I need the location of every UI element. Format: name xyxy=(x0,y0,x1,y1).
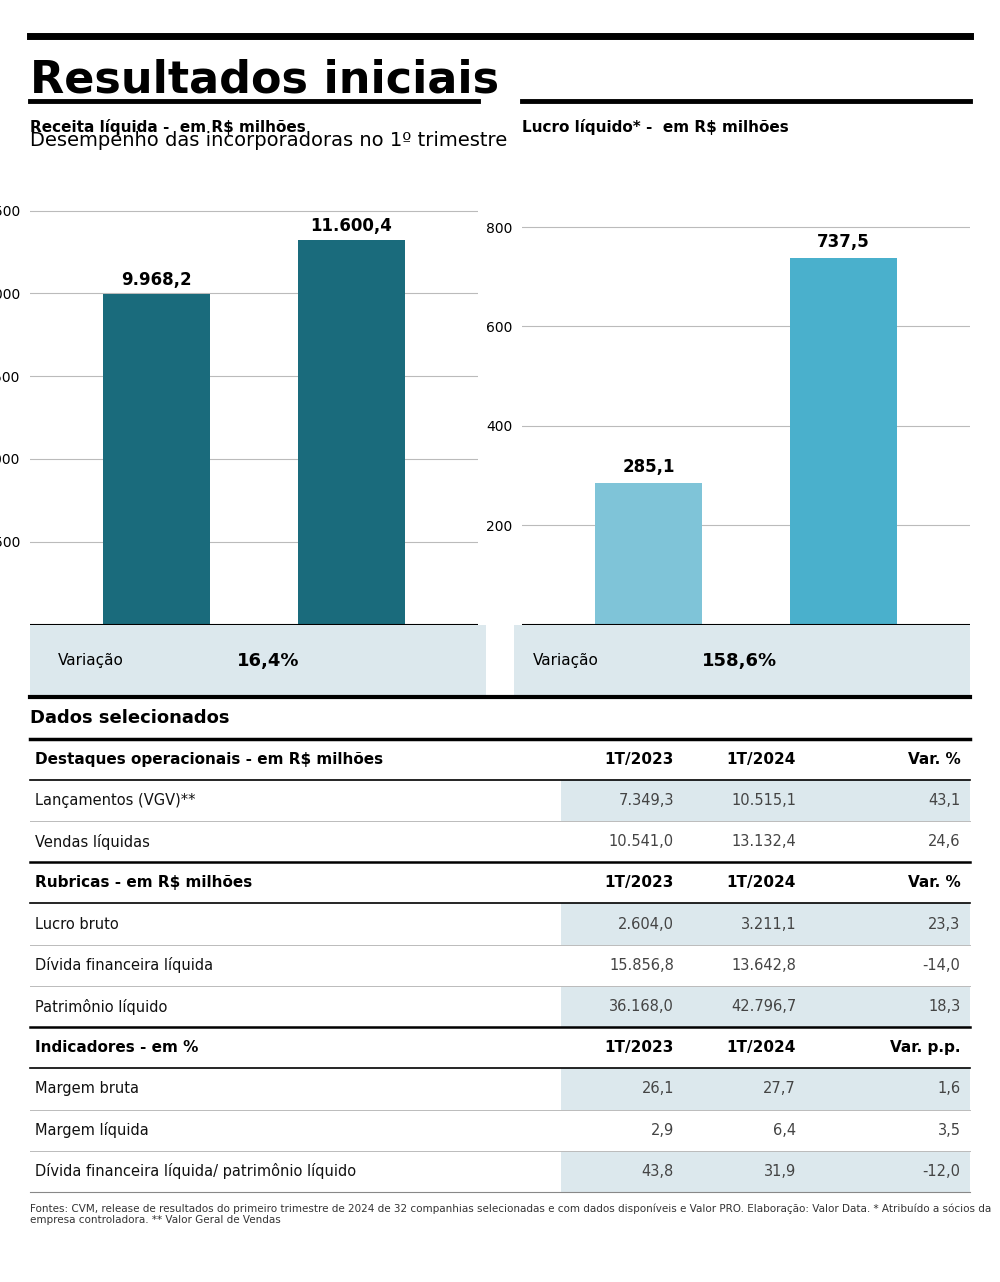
Text: 27,7: 27,7 xyxy=(763,1082,796,1096)
Text: Indicadores - em %: Indicadores - em % xyxy=(35,1040,198,1055)
Bar xyxy=(595,483,702,624)
Text: 2,9: 2,9 xyxy=(651,1123,674,1137)
Bar xyxy=(561,1151,970,1192)
Text: 24,6: 24,6 xyxy=(928,835,961,849)
Bar xyxy=(561,945,970,986)
Text: 3,5: 3,5 xyxy=(938,1123,961,1137)
Bar xyxy=(514,624,970,697)
Text: -12,0: -12,0 xyxy=(923,1164,961,1179)
Text: 1T/2024: 1T/2024 xyxy=(727,1040,796,1055)
Text: 11.600,4: 11.600,4 xyxy=(310,218,392,236)
Text: -14,0: -14,0 xyxy=(923,958,961,973)
Text: Receita líquida -  em R$ milhões: Receita líquida - em R$ milhões xyxy=(30,119,306,136)
Bar xyxy=(30,624,486,697)
Text: Margem bruta: Margem bruta xyxy=(35,1082,139,1096)
Text: 1T/2024: 1T/2024 xyxy=(727,876,796,890)
Text: Desempenho das incorporadoras no 1º trimestre: Desempenho das incorporadoras no 1º trim… xyxy=(30,131,507,150)
Text: Destaques operacionais - em R$ milhões: Destaques operacionais - em R$ milhões xyxy=(35,751,383,767)
Text: 13.132,4: 13.132,4 xyxy=(731,835,796,849)
Text: 42.796,7: 42.796,7 xyxy=(731,999,796,1014)
Text: 6,4: 6,4 xyxy=(773,1123,796,1137)
Text: Resultados iniciais: Resultados iniciais xyxy=(30,58,499,101)
Text: 10.541,0: 10.541,0 xyxy=(609,835,674,849)
Text: 1T/2023: 1T/2023 xyxy=(605,876,674,890)
Text: 43,8: 43,8 xyxy=(642,1164,674,1179)
Text: Lançamentos (VGV)**: Lançamentos (VGV)** xyxy=(35,792,195,808)
Bar xyxy=(298,240,405,624)
Text: Dívida financeira líquida: Dívida financeira líquida xyxy=(35,958,213,973)
Bar xyxy=(103,295,210,624)
Text: Fontes: CVM, release de resultados do primeiro trimestre de 2024 de 32 companhia: Fontes: CVM, release de resultados do pr… xyxy=(30,1204,991,1226)
Text: Var. %: Var. % xyxy=(908,876,961,890)
Text: 3.211,1: 3.211,1 xyxy=(740,917,796,932)
Bar xyxy=(561,986,970,1027)
Text: 1T/2023: 1T/2023 xyxy=(605,751,674,767)
Text: 18,3: 18,3 xyxy=(928,999,961,1014)
Text: 13.642,8: 13.642,8 xyxy=(731,958,796,973)
Text: 43,1: 43,1 xyxy=(928,792,961,808)
Text: Var. p.p.: Var. p.p. xyxy=(890,1040,961,1055)
Bar xyxy=(561,904,970,945)
Text: 9.968,2: 9.968,2 xyxy=(121,272,192,290)
Text: 737,5: 737,5 xyxy=(817,233,870,251)
Text: 1,6: 1,6 xyxy=(937,1082,961,1096)
Text: Lucro líquido* -  em R$ milhões: Lucro líquido* - em R$ milhões xyxy=(522,119,789,136)
Text: Variação: Variação xyxy=(533,654,599,668)
Bar xyxy=(790,258,897,624)
Text: 23,3: 23,3 xyxy=(928,917,961,932)
Bar xyxy=(561,1068,970,1110)
Text: Margem líquida: Margem líquida xyxy=(35,1122,148,1138)
Text: Var. %: Var. % xyxy=(908,751,961,767)
Text: Rubricas - em R$ milhões: Rubricas - em R$ milhões xyxy=(35,876,252,890)
Text: Patrimônio líquido: Patrimônio líquido xyxy=(35,999,167,1014)
Text: Dívida financeira líquida/ patrimônio líquido: Dívida financeira líquida/ patrimônio lí… xyxy=(35,1164,356,1179)
Text: 31,9: 31,9 xyxy=(764,1164,796,1179)
Text: 1T/2024: 1T/2024 xyxy=(727,751,796,767)
Text: Variação: Variação xyxy=(58,654,124,668)
Bar xyxy=(561,820,970,863)
Text: 15.856,8: 15.856,8 xyxy=(609,958,674,973)
Text: 7.349,3: 7.349,3 xyxy=(618,792,674,808)
Text: 285,1: 285,1 xyxy=(623,458,675,476)
Text: 158,6%: 158,6% xyxy=(702,653,777,670)
Text: Vendas líquidas: Vendas líquidas xyxy=(35,833,150,850)
Text: 10.515,1: 10.515,1 xyxy=(731,792,796,808)
Bar xyxy=(561,1110,970,1151)
Text: 2.604,0: 2.604,0 xyxy=(618,917,674,932)
Text: 1T/2023: 1T/2023 xyxy=(605,1040,674,1055)
Bar xyxy=(561,779,970,820)
Text: Dados selecionados: Dados selecionados xyxy=(30,709,230,727)
Text: Lucro bruto: Lucro bruto xyxy=(35,917,118,932)
Text: 36.168,0: 36.168,0 xyxy=(609,999,674,1014)
Text: 26,1: 26,1 xyxy=(641,1082,674,1096)
Text: 16,4%: 16,4% xyxy=(237,653,299,670)
